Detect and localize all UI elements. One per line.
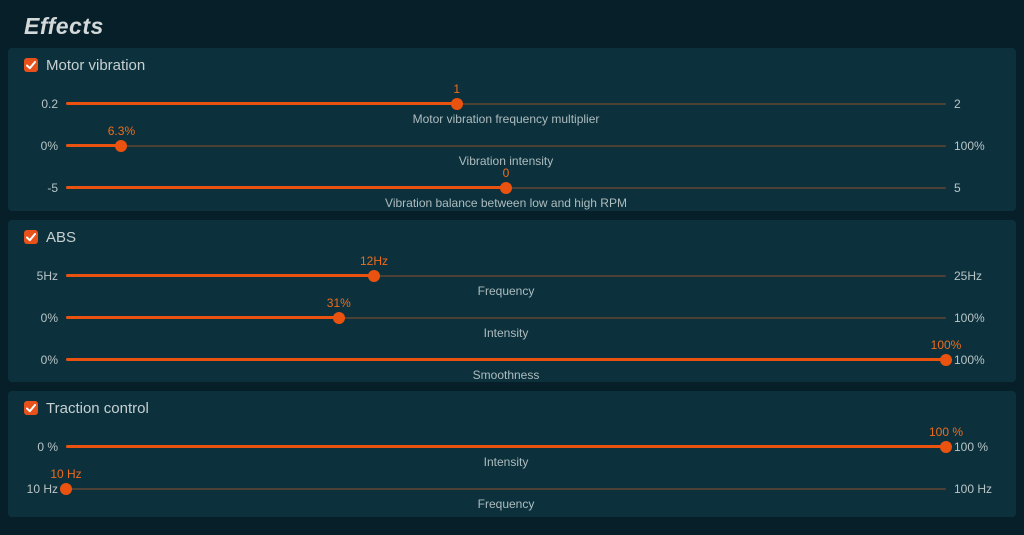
slider-min-label: -5 <box>47 181 58 195</box>
slider-thumb[interactable] <box>115 140 128 152</box>
traction-control-checkbox[interactable] <box>24 401 38 415</box>
slider-track-unfilled <box>66 317 946 319</box>
slider-value-label: 10 Hz <box>50 467 82 481</box>
slider-value-label: 0 <box>502 166 510 180</box>
slider-thumb[interactable] <box>940 354 952 366</box>
slider-track-filled <box>66 445 946 448</box>
slider-track-filled <box>66 186 506 189</box>
slider-min-label: 0% <box>40 139 58 153</box>
traction-control-label: Traction control <box>46 399 149 417</box>
slider-thumb[interactable] <box>368 270 380 282</box>
slider-track[interactable] <box>60 481 946 497</box>
slider-min-label: 0.2 <box>41 97 58 111</box>
slider-max-label: 100 % <box>954 440 989 454</box>
slider-value-label: 6.3% <box>107 124 136 138</box>
checkmark-icon <box>26 60 36 70</box>
slider-track[interactable] <box>66 96 946 112</box>
slider-value-label: 12Hz <box>359 254 389 268</box>
abs-checkbox[interactable] <box>24 230 38 244</box>
slider-value-label: 1 <box>453 82 461 96</box>
slider-abs-smoothness: 0% 100% 100% Smoothness <box>16 338 1008 382</box>
checkmark-icon <box>26 232 36 242</box>
slider-track-filled <box>66 274 374 277</box>
motor-vibration-checkbox[interactable] <box>24 58 38 72</box>
slider-vibration-intensity: 0% 6.3% 100% Vibration intensity <box>16 124 1008 168</box>
slider-max-label: 5 <box>954 181 961 195</box>
slider-caption: Vibration intensity <box>458 154 554 168</box>
slider-caption: Smoothness <box>472 368 540 382</box>
slider-thumb[interactable] <box>940 441 952 453</box>
slider-track[interactable] <box>66 352 952 368</box>
slider-track-unfilled <box>66 488 946 490</box>
slider-track-filled <box>66 102 457 105</box>
slider-thumb[interactable] <box>60 483 72 495</box>
slider-max-label: 25Hz <box>954 269 983 283</box>
slider-track[interactable] <box>66 310 946 326</box>
slider-track[interactable] <box>66 268 946 284</box>
slider-min-label: 0 % <box>37 440 58 454</box>
slider-caption: Motor vibration frequency multiplier <box>412 112 600 126</box>
slider-traction-frequency: 10 Hz 10 Hz 100 Hz Frequency <box>16 467 1008 511</box>
slider-track-unfilled <box>66 103 946 105</box>
slider-caption: Vibration balance between low and high R… <box>385 196 627 210</box>
slider-track-filled <box>66 358 946 361</box>
panel-motor-vibration: Motor vibration 0.2 1 2 Motor vibration … <box>8 48 1016 211</box>
slider-track-filled <box>66 316 339 319</box>
slider-track[interactable] <box>66 180 946 196</box>
slider-max-label: 100% <box>954 353 985 367</box>
slider-max-label: 100 Hz <box>954 482 993 496</box>
slider-track-unfilled <box>66 275 946 277</box>
slider-track-unfilled <box>66 145 946 147</box>
slider-abs-frequency: 5Hz 12Hz 25Hz Frequency <box>16 254 1008 298</box>
slider-track[interactable] <box>66 439 952 455</box>
slider-max-label: 100% <box>954 139 985 153</box>
slider-value-label: 31% <box>326 296 351 310</box>
abs-label: ABS <box>46 228 77 246</box>
slider-traction-intensity: 0 % 100 % 100 % Intensity <box>16 425 1008 469</box>
panel-abs: ABS 5Hz 12Hz 25Hz Frequency 0% 31% 100% … <box>8 220 1016 382</box>
slider-max-label: 100% <box>954 311 985 325</box>
slider-track[interactable] <box>66 138 946 154</box>
motor-vibration-header: Motor vibration <box>24 56 1008 74</box>
slider-thumb[interactable] <box>450 98 463 110</box>
slider-motor-vibration-frequency-multiplier: 0.2 1 2 Motor vibration frequency multip… <box>16 82 1008 126</box>
slider-value-label: 100 % <box>928 425 964 439</box>
slider-track-filled <box>66 144 122 147</box>
slider-min-label: 5Hz <box>36 269 58 283</box>
slider-caption: Intensity <box>483 455 529 469</box>
page-title: Effects <box>24 13 104 39</box>
checkmark-icon <box>26 403 36 413</box>
slider-min-label: 0% <box>40 311 58 325</box>
slider-min-label: 0% <box>40 353 58 367</box>
slider-abs-intensity: 0% 31% 100% Intensity <box>16 296 1008 340</box>
slider-value-label: 100% <box>930 338 962 352</box>
abs-header: ABS <box>24 228 1008 246</box>
slider-max-label: 2 <box>954 97 961 111</box>
slider-thumb[interactable] <box>500 182 512 194</box>
slider-caption: Frequency <box>477 284 535 298</box>
slider-vibration-balance: -5 0 5 Vibration balance between low and… <box>16 166 1008 210</box>
slider-thumb[interactable] <box>332 312 345 324</box>
slider-caption: Frequency <box>477 497 535 511</box>
panel-traction-control: Traction control 0 % 100 % 100 % Intensi… <box>8 391 1016 517</box>
traction-control-header: Traction control <box>24 399 1008 417</box>
motor-vibration-label: Motor vibration <box>46 56 146 74</box>
slider-min-label: 10 Hz <box>26 482 58 496</box>
slider-caption: Intensity <box>483 326 529 340</box>
